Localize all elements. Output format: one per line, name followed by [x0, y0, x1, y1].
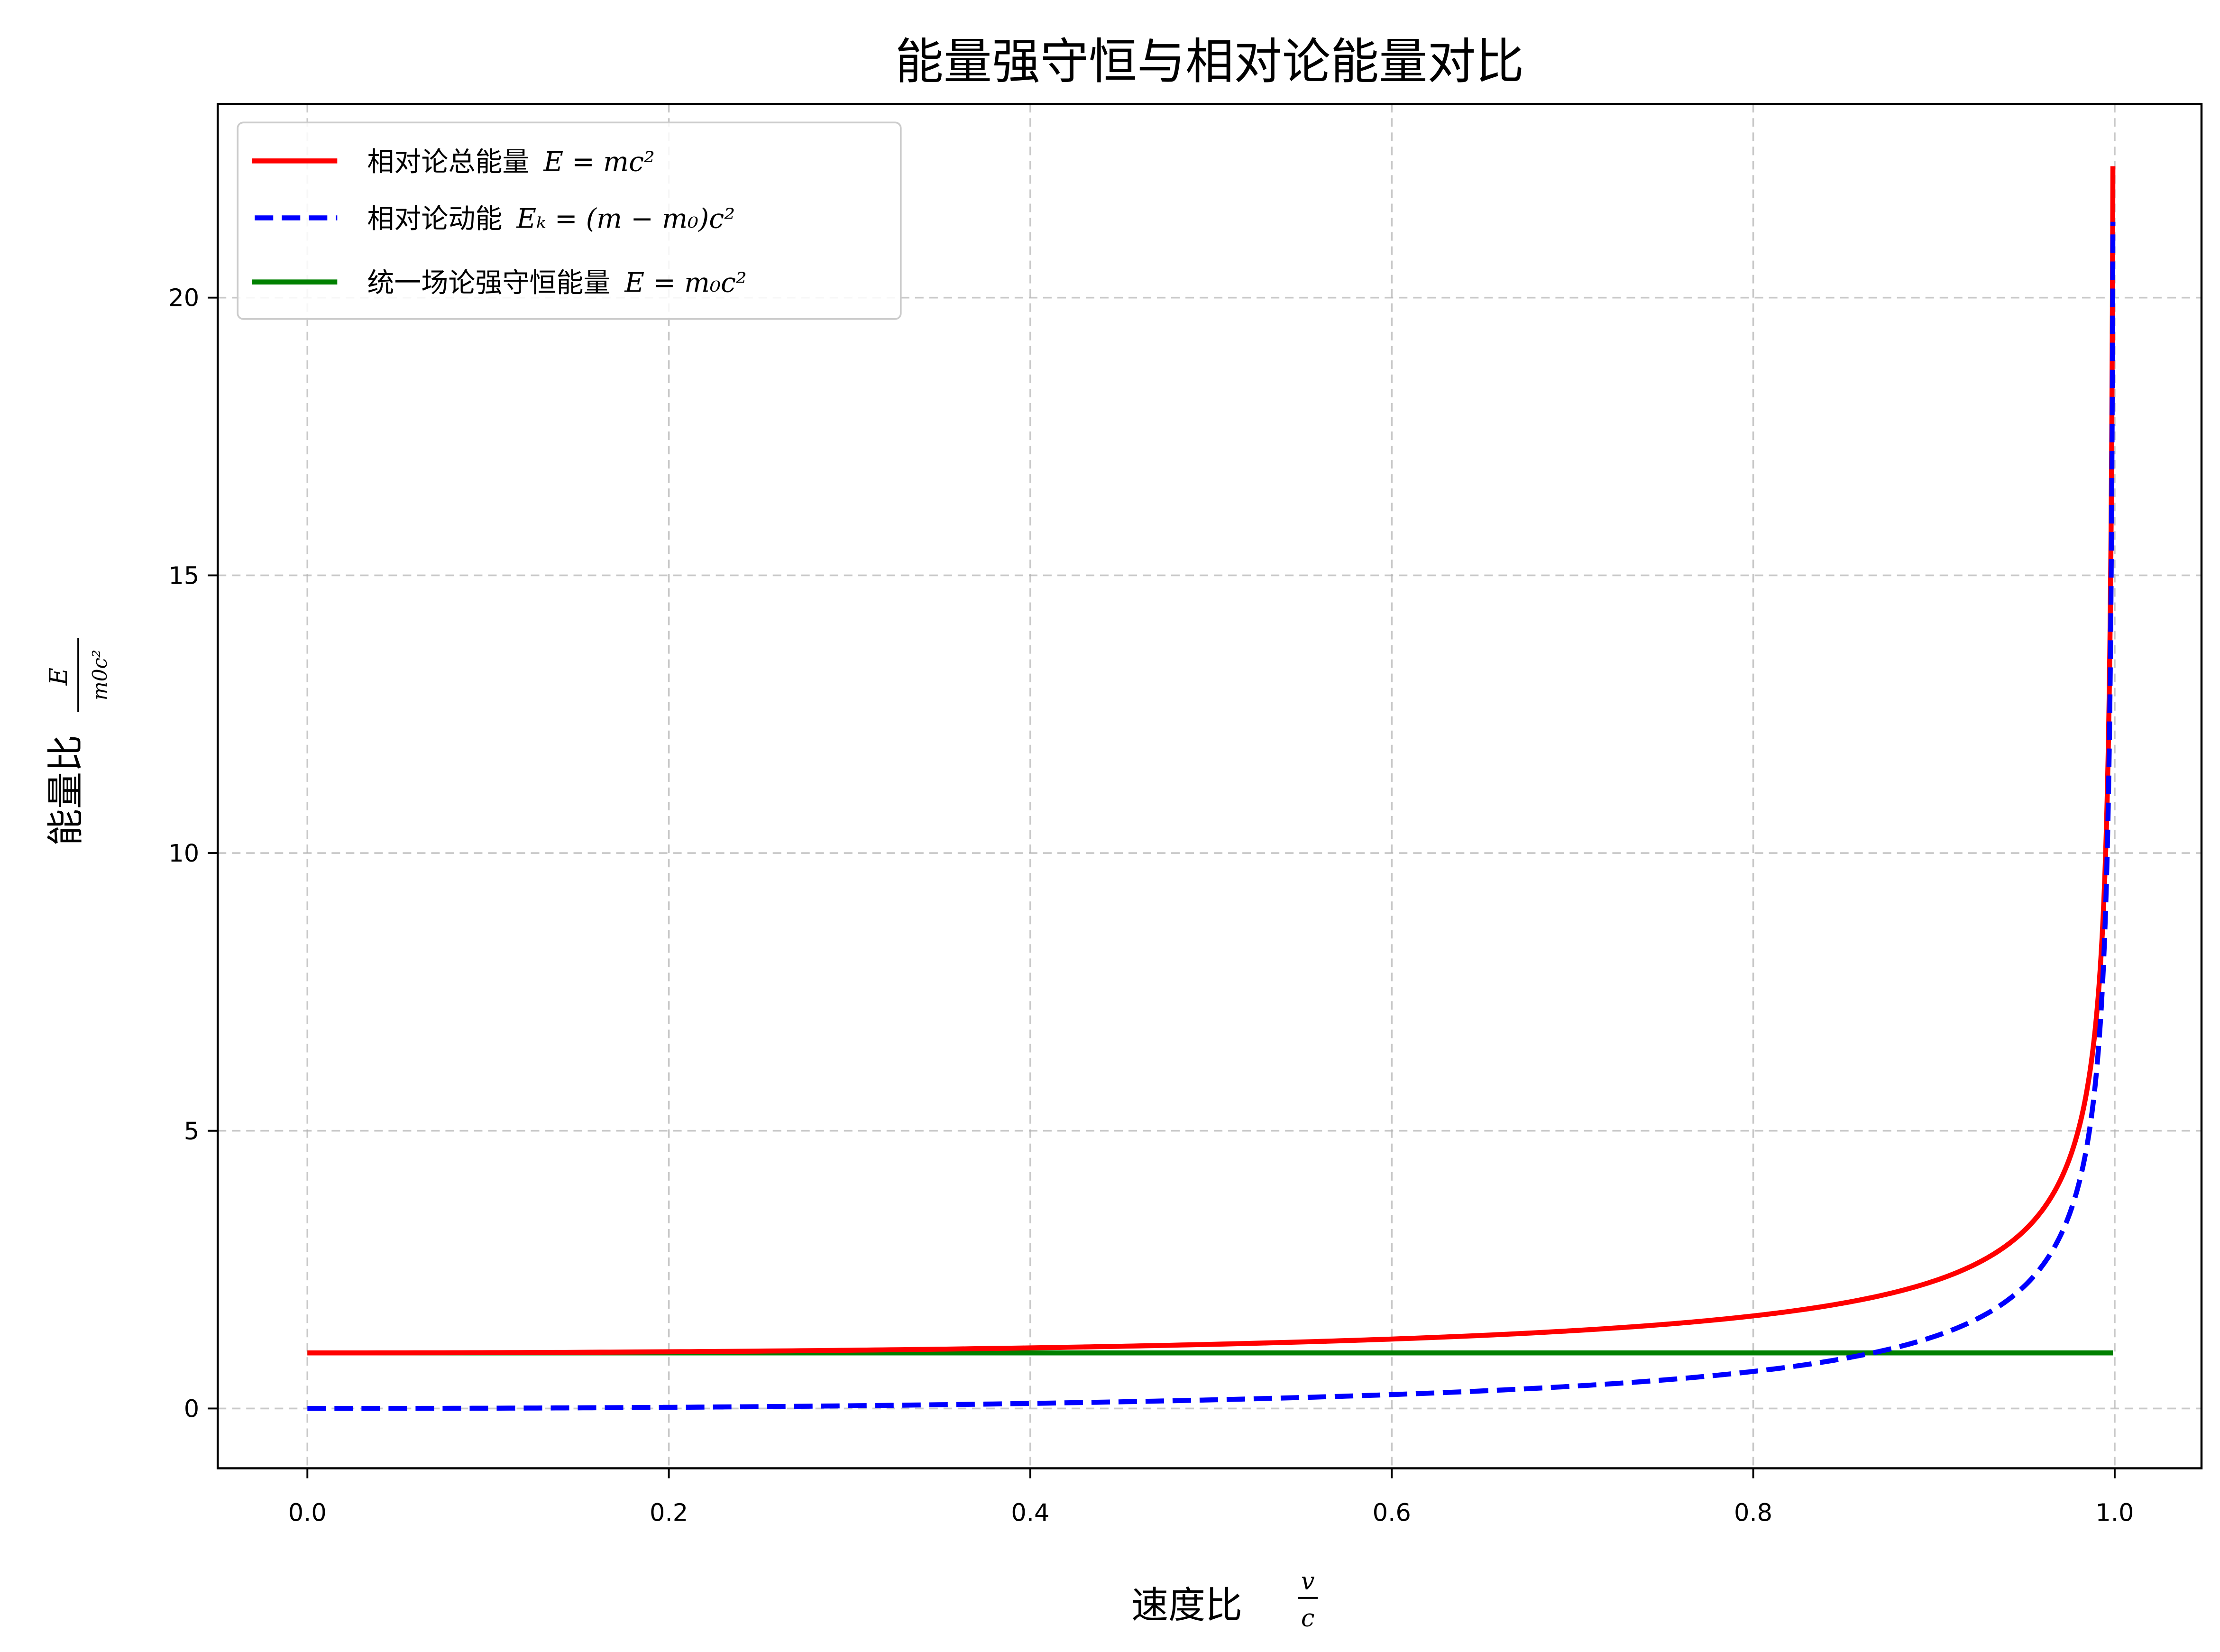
y-tick-label: 5	[184, 1118, 199, 1146]
x-axis-label: 速度比 v c	[1131, 1568, 1318, 1633]
legend-item-rest-energy: 统一场论强守恒能量 E = m₀c²	[252, 267, 747, 299]
x-tick-label: 0.6	[1373, 1499, 1411, 1527]
chart-title: 能量强守恒与相对论能量对比	[895, 34, 1524, 90]
y-axis-label-text: 能量比	[45, 735, 87, 846]
y-tick-label: 10	[168, 840, 199, 868]
y-label-numerator: E	[45, 668, 73, 686]
x-tick-label: 0.4	[1011, 1499, 1049, 1527]
legend: 相对论总能量 E = mc² 相对论动能 Eₖ = (m − m₀)c² 统一场论强…	[237, 121, 902, 320]
x-tick-label: 1.0	[2095, 1499, 2134, 1527]
series-total-energy	[307, 166, 2116, 1356]
x-axis-ticks: 0.0 0.2 0.4 0.6 0.8 1.0	[288, 1468, 2134, 1527]
x-tick-label: 0.2	[650, 1499, 688, 1527]
y-axis-ticks: 0 5 10 15 20	[168, 285, 218, 1423]
y-tick-label: 20	[168, 285, 199, 312]
y-label-denominator: m0c²	[88, 650, 111, 700]
y-axis-label: 能量比 E m0c²	[45, 638, 111, 846]
legend-item-kinetic-energy: 相对论动能 Eₖ = (m − m₀)c²	[255, 203, 735, 235]
x-label-numerator: v	[1301, 1568, 1315, 1596]
x-axis-label-text: 速度比	[1131, 1584, 1242, 1627]
axes-frame	[216, 102, 2203, 1469]
legend-box	[237, 121, 902, 320]
x-label-denominator: c	[1301, 1605, 1315, 1633]
series-kinetic-energy	[307, 221, 2116, 1411]
x-tick-label: 0.0	[288, 1499, 327, 1527]
legend-item-total-energy: 相对论总能量 E = mc²	[252, 146, 655, 177]
x-tick-label: 0.8	[1734, 1499, 1772, 1527]
y-tick-label: 15	[168, 562, 199, 590]
y-tick-label: 0	[184, 1395, 199, 1423]
plot-area	[307, 166, 2116, 1411]
